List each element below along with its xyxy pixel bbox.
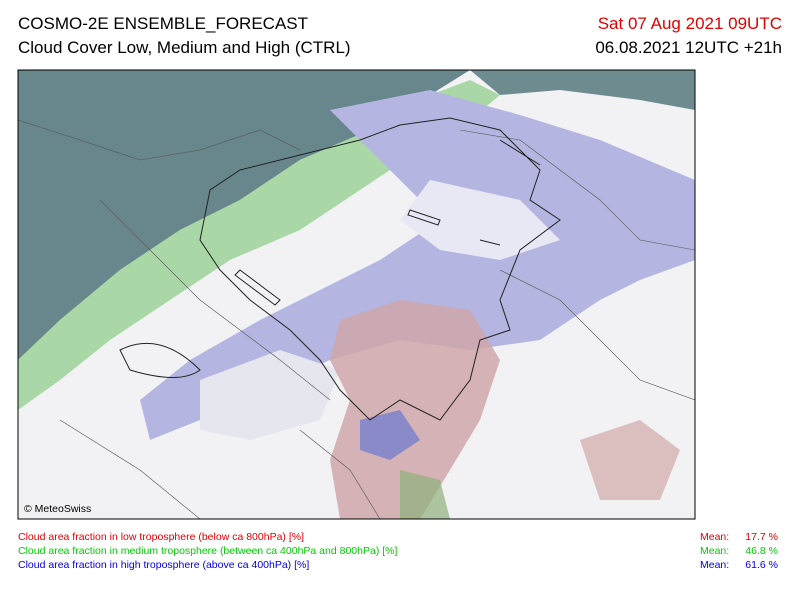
title: COSMO-2E ENSEMBLE_FORECAST: [18, 14, 308, 33]
medium-cloud: [18, 80, 500, 410]
legend-medium: Cloud area fraction in medium tropospher…: [18, 545, 397, 557]
medium-cloud: [400, 470, 450, 519]
run-time: 06.08.2021 12UTC +21h: [595, 38, 782, 57]
copyright: © MeteoSwiss: [24, 503, 91, 515]
mean-value: 17.7 %: [745, 531, 778, 543]
legend-high: Cloud area fraction in high troposphere …: [18, 559, 309, 571]
map-frame: [17, 69, 696, 520]
subtitle: Cloud Cover Low, Medium and High (CTRL): [18, 38, 351, 57]
low-cloud: [580, 420, 680, 500]
low-cloud: [330, 300, 500, 519]
thin-cloud: [200, 350, 340, 440]
mean-label: Mean:: [700, 545, 729, 557]
thin-cloud: [400, 180, 560, 260]
country-border: [199, 117, 561, 421]
legend-low: Cloud area fraction in low troposphere (…: [18, 531, 304, 543]
map: © MeteoSwiss: [17, 69, 696, 520]
valid-time: Sat 07 Aug 2021 09UTC: [598, 14, 782, 33]
mean-value: 61.6 %: [745, 559, 778, 571]
high-cloud: [360, 410, 420, 460]
mean-value: 46.8 %: [745, 545, 778, 557]
mean-label: Mean:: [700, 531, 729, 543]
lake: [119, 139, 541, 378]
overcast-area: [470, 70, 695, 110]
overcast-area: [18, 70, 470, 360]
legend: Cloud area fraction in low troposphere (…: [18, 531, 778, 571]
border-line: [18, 119, 695, 519]
mean-label: Mean:: [700, 559, 729, 571]
